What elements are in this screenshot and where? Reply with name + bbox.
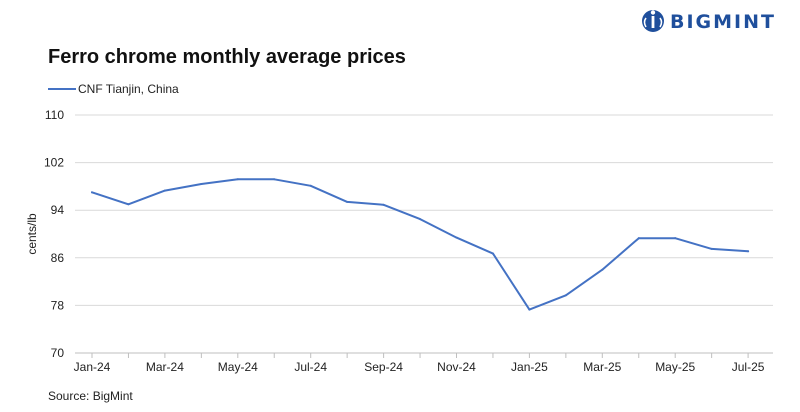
- y-tick-label: 86: [51, 251, 65, 265]
- data-point: [491, 252, 494, 255]
- x-tick-label: Sep-24: [364, 360, 403, 374]
- legend: CNF Tianjin, China: [48, 82, 179, 96]
- data-point: [455, 236, 458, 239]
- brand-name: BIGMINT: [670, 11, 776, 33]
- x-tick-label: Mar-25: [583, 360, 621, 374]
- y-tick-label: 70: [51, 346, 65, 360]
- data-point: [419, 218, 422, 221]
- data-point: [674, 237, 677, 240]
- x-tick-label: Mar-24: [146, 360, 184, 374]
- data-point: [309, 184, 312, 187]
- legend-label: CNF Tianjin, China: [78, 82, 179, 96]
- data-point: [710, 247, 713, 250]
- data-point: [528, 308, 531, 311]
- x-axis-ticks: Jan-24 Mar-24 May-24 Jul-24 Sep-24 Nov-24 Jan-…: [74, 353, 765, 374]
- data-point: [163, 189, 166, 192]
- chart-title: Ferro chrome monthly average prices: [48, 46, 406, 68]
- y-axis-ticks: 70 78 86 94 102 110: [44, 108, 64, 360]
- data-point: [637, 237, 640, 240]
- y-tick-label: 102: [44, 156, 64, 170]
- data-point: [273, 178, 276, 181]
- y-tick-label: 110: [45, 108, 64, 122]
- data-point: [127, 203, 130, 206]
- series-layer: [91, 178, 750, 311]
- x-tick-label: Jul-24: [294, 360, 327, 374]
- data-point: [346, 200, 349, 203]
- data-point: [747, 250, 750, 253]
- x-tick-label: Jan-24: [74, 360, 111, 374]
- y-tick-label: 94: [51, 203, 65, 217]
- brand-mark-icon: [642, 10, 664, 32]
- data-point: [382, 203, 385, 206]
- data-point: [564, 294, 567, 297]
- data-point: [236, 178, 239, 181]
- x-tick-label: Nov-24: [437, 360, 476, 374]
- data-point: [601, 268, 604, 271]
- gridlines: [75, 114, 773, 354]
- brand-logo: BIGMINT: [642, 10, 776, 33]
- data-point: [200, 183, 203, 186]
- y-axis-label: cents/lb: [25, 213, 39, 255]
- x-tick-label: May-24: [218, 360, 258, 374]
- source-note: Source: BigMint: [48, 389, 133, 403]
- y-tick-label: 78: [51, 298, 65, 312]
- data-point: [91, 191, 93, 194]
- x-tick-label: Jul-25: [732, 360, 765, 374]
- series-line: [91, 178, 750, 311]
- x-tick-label: Jan-25: [511, 360, 548, 374]
- x-tick-label: May-25: [655, 360, 695, 374]
